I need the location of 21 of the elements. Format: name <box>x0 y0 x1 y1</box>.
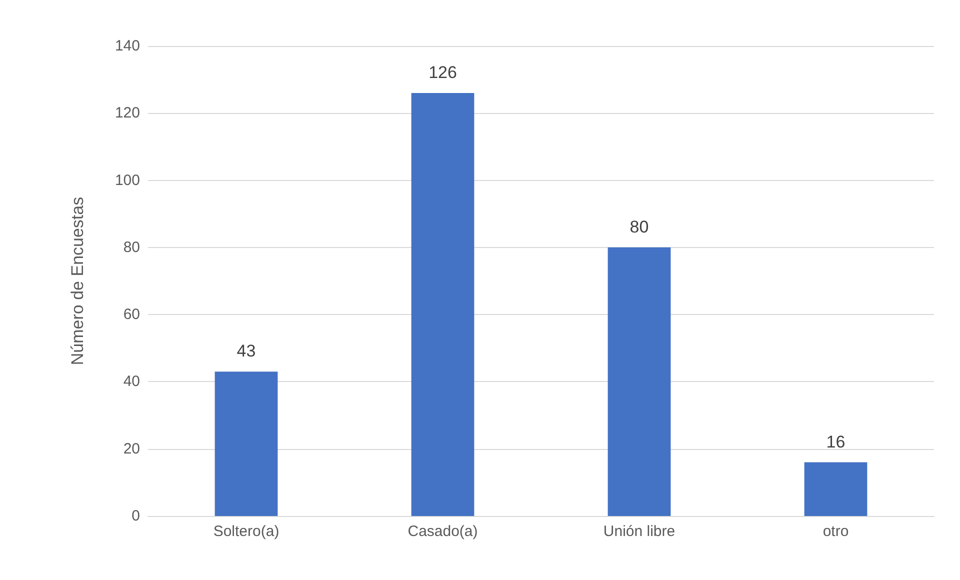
x-tick-label: Unión libre <box>603 523 676 540</box>
y-tick-label: 60 <box>123 306 140 324</box>
x-tick-label: otro <box>822 523 849 540</box>
data-label: 126 <box>428 63 457 82</box>
data-label: 80 <box>630 217 649 236</box>
y-tick-label: 40 <box>123 373 140 390</box>
y-tick-label: 20 <box>123 440 140 458</box>
y-axis-title: Número de Encuestas <box>68 196 87 366</box>
y-tick-label: 120 <box>114 104 140 122</box>
y-tick-label: 100 <box>114 172 140 189</box>
bar <box>608 247 671 516</box>
y-tick-label: 140 <box>114 38 140 54</box>
data-label: 43 <box>236 342 256 361</box>
bar <box>804 462 868 516</box>
y-tick-label: 0 <box>132 508 140 524</box>
y-tick-label: 80 <box>123 238 140 256</box>
bar <box>214 372 278 516</box>
x-tick-label: Casado(a) <box>408 523 478 540</box>
x-tick-label: Soltero(a) <box>213 523 280 540</box>
bar <box>411 93 474 516</box>
data-label: 16 <box>826 432 846 452</box>
